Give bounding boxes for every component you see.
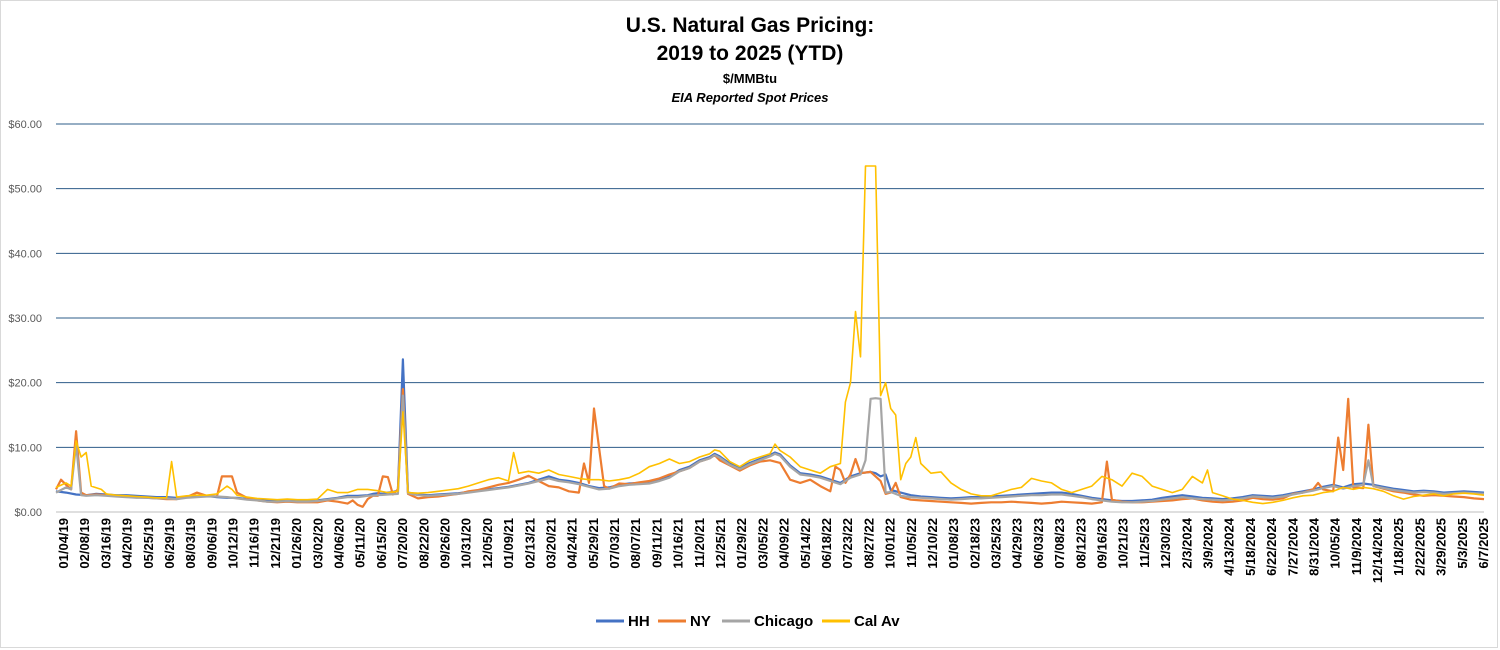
x-tick-label: 12/25/21 — [713, 518, 728, 569]
x-tick-label: 09/26/20 — [437, 518, 452, 569]
x-tick-label: 01/26/20 — [289, 518, 304, 569]
y-tick-label: $10.00 — [8, 442, 42, 454]
chart-title-line2: 2019 to 2025 (YTD) — [656, 42, 844, 65]
x-tick-label: 03/16/19 — [98, 518, 113, 569]
x-tick-label: 09/11/21 — [649, 518, 664, 568]
x-tick-label: 8/31/2024 — [1306, 517, 1321, 576]
x-tick-label: 04/09/22 — [777, 518, 792, 569]
x-tick-label: 02/08/19 — [77, 518, 92, 569]
x-tick-label: 11/16/19 — [247, 518, 262, 568]
x-tick-label: 2/3/2024 — [1179, 517, 1194, 568]
x-tick-label: 10/21/23 — [1116, 518, 1131, 569]
x-tick-label: 03/20/21 — [543, 518, 558, 569]
series-line-chicago — [55, 394, 1485, 504]
x-tick-label: 09/16/23 — [1095, 518, 1110, 569]
x-tick-label: 7/27/2024 — [1285, 517, 1300, 576]
y-tick-label: $60.00 — [8, 119, 42, 131]
x-tick-label: 07/08/23 — [1052, 518, 1067, 569]
gridlines — [56, 123, 1484, 513]
x-tick-label: 2/22/2025 — [1412, 518, 1427, 576]
x-tick-label: 05/14/22 — [798, 518, 813, 569]
x-tick-label: 04/29/23 — [1010, 518, 1025, 569]
x-tick-label: 09/06/19 — [204, 518, 219, 569]
x-tick-label: 12/10/22 — [925, 518, 940, 569]
x-tick-label: 10/31/20 — [459, 518, 474, 569]
y-tick-label: $30.00 — [8, 313, 42, 325]
x-tick-label: 03/05/22 — [755, 518, 770, 569]
series-line-hh — [55, 358, 1485, 503]
x-tick-label: 11/9/2024 — [1349, 517, 1364, 575]
legend-label: NY — [690, 613, 711, 630]
x-tick-label: 06/03/23 — [1031, 518, 1046, 569]
chart-subtitle-source: EIA Reported Spot Prices — [671, 90, 829, 105]
x-tick-label: 11/25/23 — [1137, 518, 1152, 568]
x-tick-label: 08/07/21 — [628, 518, 643, 569]
y-tick-label: $0.00 — [14, 507, 42, 519]
x-tick-label: 3/9/2024 — [1200, 517, 1215, 568]
series-lines — [55, 165, 1485, 508]
x-tick-label: 11/05/22 — [904, 518, 919, 568]
legend-label: HH — [628, 613, 650, 630]
x-tick-label: 6/7/2025 — [1476, 518, 1491, 569]
x-tick-label: 1/18/2025 — [1391, 518, 1406, 576]
y-tick-label: $40.00 — [8, 248, 42, 260]
x-tick-label: 08/22/20 — [416, 518, 431, 569]
x-axis: 01/04/19 02/08/19 03/16/19 04/20/19 05/25/19… — [56, 517, 1491, 583]
x-tick-label: 5/18/2024 — [1243, 517, 1258, 576]
x-tick-label: 6/22/2024 — [1264, 517, 1279, 576]
x-tick-label: 01/09/21 — [501, 518, 516, 569]
x-tick-label: 01/29/22 — [734, 518, 749, 569]
x-tick-label: 3/29/2025 — [1434, 518, 1449, 576]
x-tick-label: 12/05/20 — [480, 518, 495, 569]
legend-label: Cal Av — [854, 613, 900, 630]
x-tick-label: 06/29/19 — [162, 518, 177, 569]
legend: HH NY Chicago Cal Av — [596, 613, 900, 630]
x-tick-label: 12/30/23 — [1158, 518, 1173, 569]
y-tick-label: $50.00 — [8, 184, 42, 196]
x-tick-label: 08/03/19 — [183, 518, 198, 569]
x-tick-label: 10/12/19 — [226, 518, 241, 569]
x-tick-label: 06/15/20 — [374, 518, 389, 569]
series-line-ny — [55, 388, 1485, 508]
x-tick-label: 04/20/19 — [120, 518, 135, 569]
x-tick-label: 07/20/20 — [395, 518, 410, 569]
x-tick-label: 05/25/19 — [141, 518, 156, 569]
x-tick-label: 02/18/23 — [967, 518, 982, 569]
x-tick-label: 06/18/22 — [819, 518, 834, 569]
x-tick-label: 04/24/21 — [565, 518, 580, 569]
x-tick-label: 08/12/23 — [1073, 518, 1088, 569]
x-tick-label: 07/03/21 — [607, 518, 622, 569]
x-tick-label: 01/08/23 — [946, 518, 961, 569]
x-tick-label: 07/23/22 — [840, 518, 855, 569]
legend-item-ny: NY — [658, 613, 711, 630]
chart-subtitle: $/MMBtu — [722, 71, 778, 86]
legend-label: Chicago — [754, 613, 813, 630]
x-tick-label: 5/3/2025 — [1455, 518, 1470, 569]
x-tick-label: 10/05/24 — [1328, 517, 1343, 568]
x-tick-label: 11/20/21 — [692, 518, 707, 568]
x-tick-label: 05/11/20 — [353, 518, 368, 568]
x-tick-label: 10/01/22 — [883, 518, 898, 569]
legend-item-hh: HH — [596, 613, 650, 630]
x-tick-label: 10/16/21 — [671, 518, 686, 569]
x-tick-label: 12/21/19 — [268, 518, 283, 569]
series-line-cal-av — [55, 165, 1485, 505]
x-tick-label: 03/02/20 — [310, 518, 325, 569]
y-tick-label: $20.00 — [8, 378, 42, 390]
x-tick-label: 12/14/2024 — [1370, 517, 1385, 583]
x-tick-label: 04/06/20 — [332, 518, 347, 569]
x-tick-label: 02/13/21 — [522, 518, 537, 569]
y-axis: $0.00 $10.00 $20.00 $30.00 $40.00 $50.00 $60.0… — [8, 119, 42, 519]
x-tick-label: 05/29/21 — [586, 518, 601, 569]
legend-item-chicago: Chicago — [722, 613, 813, 630]
x-tick-label: 4/13/2024 — [1222, 517, 1237, 576]
x-tick-label: 08/27/22 — [861, 518, 876, 569]
legend-item-cal-av: Cal Av — [822, 613, 900, 630]
chart-title: U.S. Natural Gas Pricing: — [625, 14, 875, 37]
x-tick-label: 03/25/23 — [989, 518, 1004, 569]
x-tick-label: 01/04/19 — [56, 518, 71, 569]
